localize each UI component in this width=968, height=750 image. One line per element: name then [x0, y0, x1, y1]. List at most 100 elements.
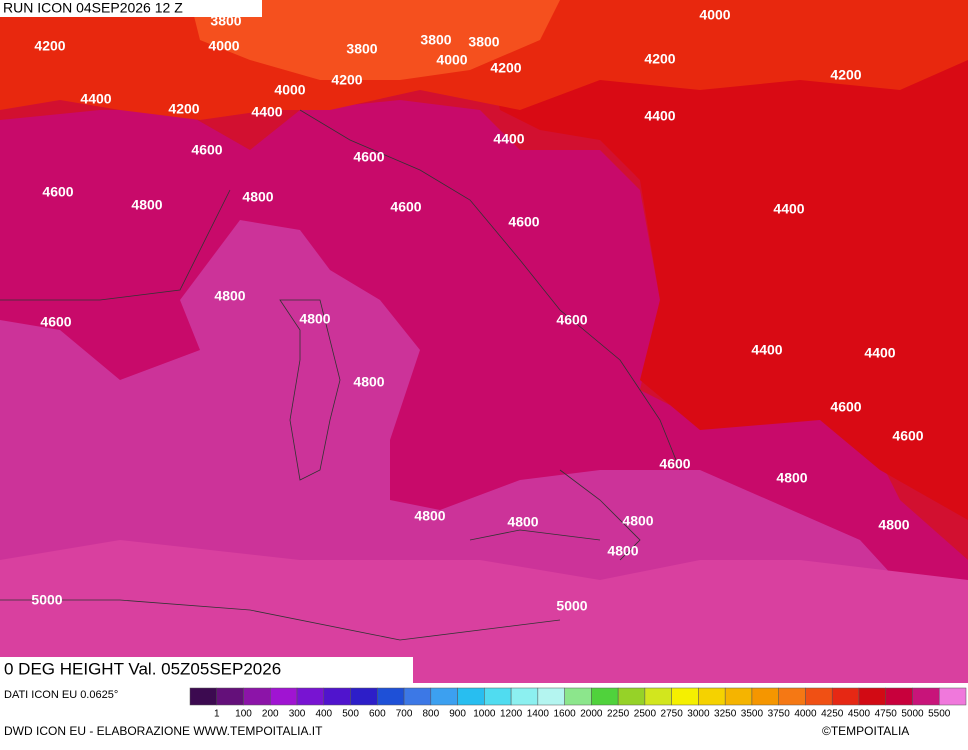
legend-swatch	[671, 687, 699, 706]
region-red	[480, 0, 968, 520]
legend-swatch	[296, 687, 325, 706]
legend-swatch	[510, 687, 539, 706]
legend-tick-label: 1000	[473, 709, 496, 720]
legend-tick-label: 800	[422, 709, 439, 720]
contour-label: 4800	[299, 311, 330, 327]
contour-label: 4800	[131, 197, 162, 213]
legend-swatch	[858, 687, 886, 706]
legend-tick-label: 2500	[634, 709, 657, 720]
legend-swatch	[885, 687, 913, 706]
legend-tick-label: 3000	[687, 709, 710, 720]
legend-tick-label: 4750	[875, 709, 898, 720]
contour-label: 4600	[508, 214, 539, 230]
contour-label: 4400	[80, 91, 111, 107]
legend-tick-label: 3500	[741, 709, 764, 720]
legend-tick-label: 400	[315, 709, 332, 720]
contour-label: 4800	[776, 470, 807, 486]
legend-swatch	[698, 687, 726, 706]
legend-swatch	[377, 687, 405, 706]
legend-tick-label: 300	[289, 709, 306, 720]
contour-label: 4600	[659, 456, 690, 472]
contour-label: 4800	[353, 374, 384, 390]
contour-label: 4400	[751, 342, 782, 358]
contour-label: 4600	[42, 184, 73, 200]
legend-tick-label: 4000	[794, 709, 817, 720]
contour-label: 4200	[34, 38, 65, 54]
contour-label: 4200	[644, 51, 675, 67]
contour-label: 4200	[331, 72, 362, 88]
legend-tick-label: 200	[262, 709, 279, 720]
legend-swatch	[216, 687, 244, 706]
contour-label: 4800	[214, 288, 245, 304]
contour-label: 4600	[892, 428, 923, 444]
contour-label: 4200	[490, 60, 521, 76]
contour-label: 4000	[699, 7, 730, 23]
legend-tick-label: 100	[235, 709, 252, 720]
contour-label: 4600	[556, 312, 587, 328]
legend-swatch	[537, 687, 565, 706]
contour-label: 4600	[830, 399, 861, 415]
legend-tick-label: 1200	[500, 709, 523, 720]
legend-tick-label: 2000	[580, 709, 603, 720]
contour-label: 4200	[168, 101, 199, 117]
contour-label: 3800	[468, 34, 499, 50]
contour-label: 4600	[353, 149, 384, 165]
region-pink	[0, 540, 968, 683]
contour-label: 4400	[773, 201, 804, 217]
contour-label: 4000	[436, 52, 467, 68]
legend-swatch	[751, 687, 779, 706]
contour-label: 4400	[493, 131, 524, 147]
contour-label: 4400	[251, 104, 282, 120]
contour-label: 4800	[242, 189, 273, 205]
legend-swatch	[912, 687, 940, 706]
legend-tick-label: 600	[369, 709, 386, 720]
copyright: ©TEMPOITALIA	[822, 724, 909, 738]
legend-swatch	[805, 687, 833, 706]
legend-swatch	[778, 687, 806, 706]
coastline	[279, 299, 341, 481]
legend-swatch	[430, 687, 458, 706]
credits: DWD ICON EU - ELABORAZIONE WWW.TEMPOITAL…	[4, 724, 323, 738]
contour-label: 4400	[644, 108, 675, 124]
legend-swatch	[564, 687, 592, 706]
legend-swatch	[403, 687, 432, 706]
contour-label: 5000	[31, 592, 62, 608]
legend-swatch	[938, 687, 967, 706]
legend-tick-label: 700	[396, 709, 413, 720]
contour-label: 4400	[864, 345, 895, 361]
contour-label: 4800	[607, 543, 638, 559]
legend-tick-label: 2750	[661, 709, 684, 720]
legend-tick-label: 4250	[821, 709, 844, 720]
legend-tick-label: 2250	[607, 709, 630, 720]
contour-label: 4200	[830, 67, 861, 83]
legend-swatch	[457, 687, 485, 706]
region-orange	[190, 0, 560, 80]
legend-tick-label: 500	[342, 709, 359, 720]
run-label: RUN ICON 04SEP2026 12 Z	[3, 0, 183, 16]
legend-swatch	[644, 687, 672, 706]
legend-swatch	[484, 687, 512, 706]
legend-tick-label: 3750	[768, 709, 791, 720]
contour-label: 4600	[390, 199, 421, 215]
contour-label: 4800	[878, 517, 909, 533]
legend-swatch	[350, 687, 378, 706]
data-source: DATI ICON EU 0.0625°	[4, 689, 118, 701]
contour-label: 3800	[210, 13, 241, 29]
legend-tick-label: 1400	[527, 709, 550, 720]
header-box	[0, 0, 262, 17]
contour-label: 5000	[556, 598, 587, 614]
legend-tick-label: 3250	[714, 709, 737, 720]
coastline	[0, 189, 561, 641]
legend-swatch	[591, 687, 619, 706]
legend-tick-label: 1600	[553, 709, 576, 720]
contour-label: 4800	[507, 514, 538, 530]
contour-label: 4000	[208, 38, 239, 54]
legend-tick-label: 5500	[928, 709, 951, 720]
contour-label: 4800	[622, 513, 653, 529]
contour-label: 3800	[346, 41, 377, 57]
contour-label: 4600	[191, 142, 222, 158]
contour-label: 3800	[420, 32, 451, 48]
legend-swatch	[831, 687, 860, 706]
